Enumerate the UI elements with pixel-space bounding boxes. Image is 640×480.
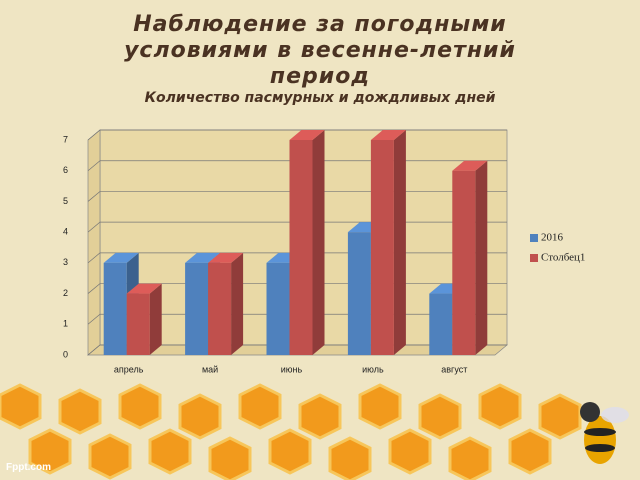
bar xyxy=(208,262,232,355)
bar xyxy=(266,262,290,355)
bar-side xyxy=(312,130,325,355)
chart-title: Количество пасмурных и дождливых дней xyxy=(144,90,496,106)
bar-side xyxy=(393,130,406,355)
bar xyxy=(103,262,127,355)
bar-top xyxy=(103,252,139,263)
honeycomb xyxy=(0,383,582,480)
y-tick-label: 7 xyxy=(63,134,68,144)
bar xyxy=(370,140,394,355)
y-tick-label: 5 xyxy=(63,196,68,206)
bee xyxy=(580,402,629,464)
bar-top xyxy=(185,252,221,263)
legend-label: Столбец1 xyxy=(541,252,585,264)
bar xyxy=(347,232,371,355)
watermark: Fppt.com xyxy=(6,462,51,473)
bar-side xyxy=(231,252,244,355)
side-wall xyxy=(87,129,101,356)
bar-side xyxy=(475,160,488,355)
y-tick-label: 3 xyxy=(63,257,68,267)
legend-swatch xyxy=(530,254,538,262)
bar xyxy=(289,140,313,355)
x-tick-label: апрель xyxy=(114,364,144,374)
legend-swatch xyxy=(530,234,538,242)
bar-top xyxy=(208,252,244,263)
y-tick-label: 6 xyxy=(63,165,68,175)
x-tick-label: август xyxy=(441,364,467,374)
bar-top xyxy=(452,160,488,171)
legend-label: 2016 xyxy=(541,232,564,244)
x-tick-label: май xyxy=(202,364,218,374)
bar xyxy=(126,293,150,355)
x-tick-label: июль xyxy=(362,364,384,374)
x-tick-label: июнь xyxy=(281,364,303,374)
bar-top xyxy=(370,130,406,140)
bar-top xyxy=(126,283,162,294)
bar xyxy=(429,293,453,355)
y-tick-label: 0 xyxy=(63,349,68,359)
slide-title: Наблюдение за погодными условиями в весе… xyxy=(124,12,516,89)
bar xyxy=(452,170,476,355)
bar-side xyxy=(149,283,162,355)
bar xyxy=(185,262,209,355)
y-tick-label: 1 xyxy=(63,319,68,329)
y-tick-label: 4 xyxy=(63,227,68,237)
y-tick-label: 2 xyxy=(63,288,68,298)
grid-line xyxy=(87,129,507,141)
bar-top xyxy=(289,130,325,140)
